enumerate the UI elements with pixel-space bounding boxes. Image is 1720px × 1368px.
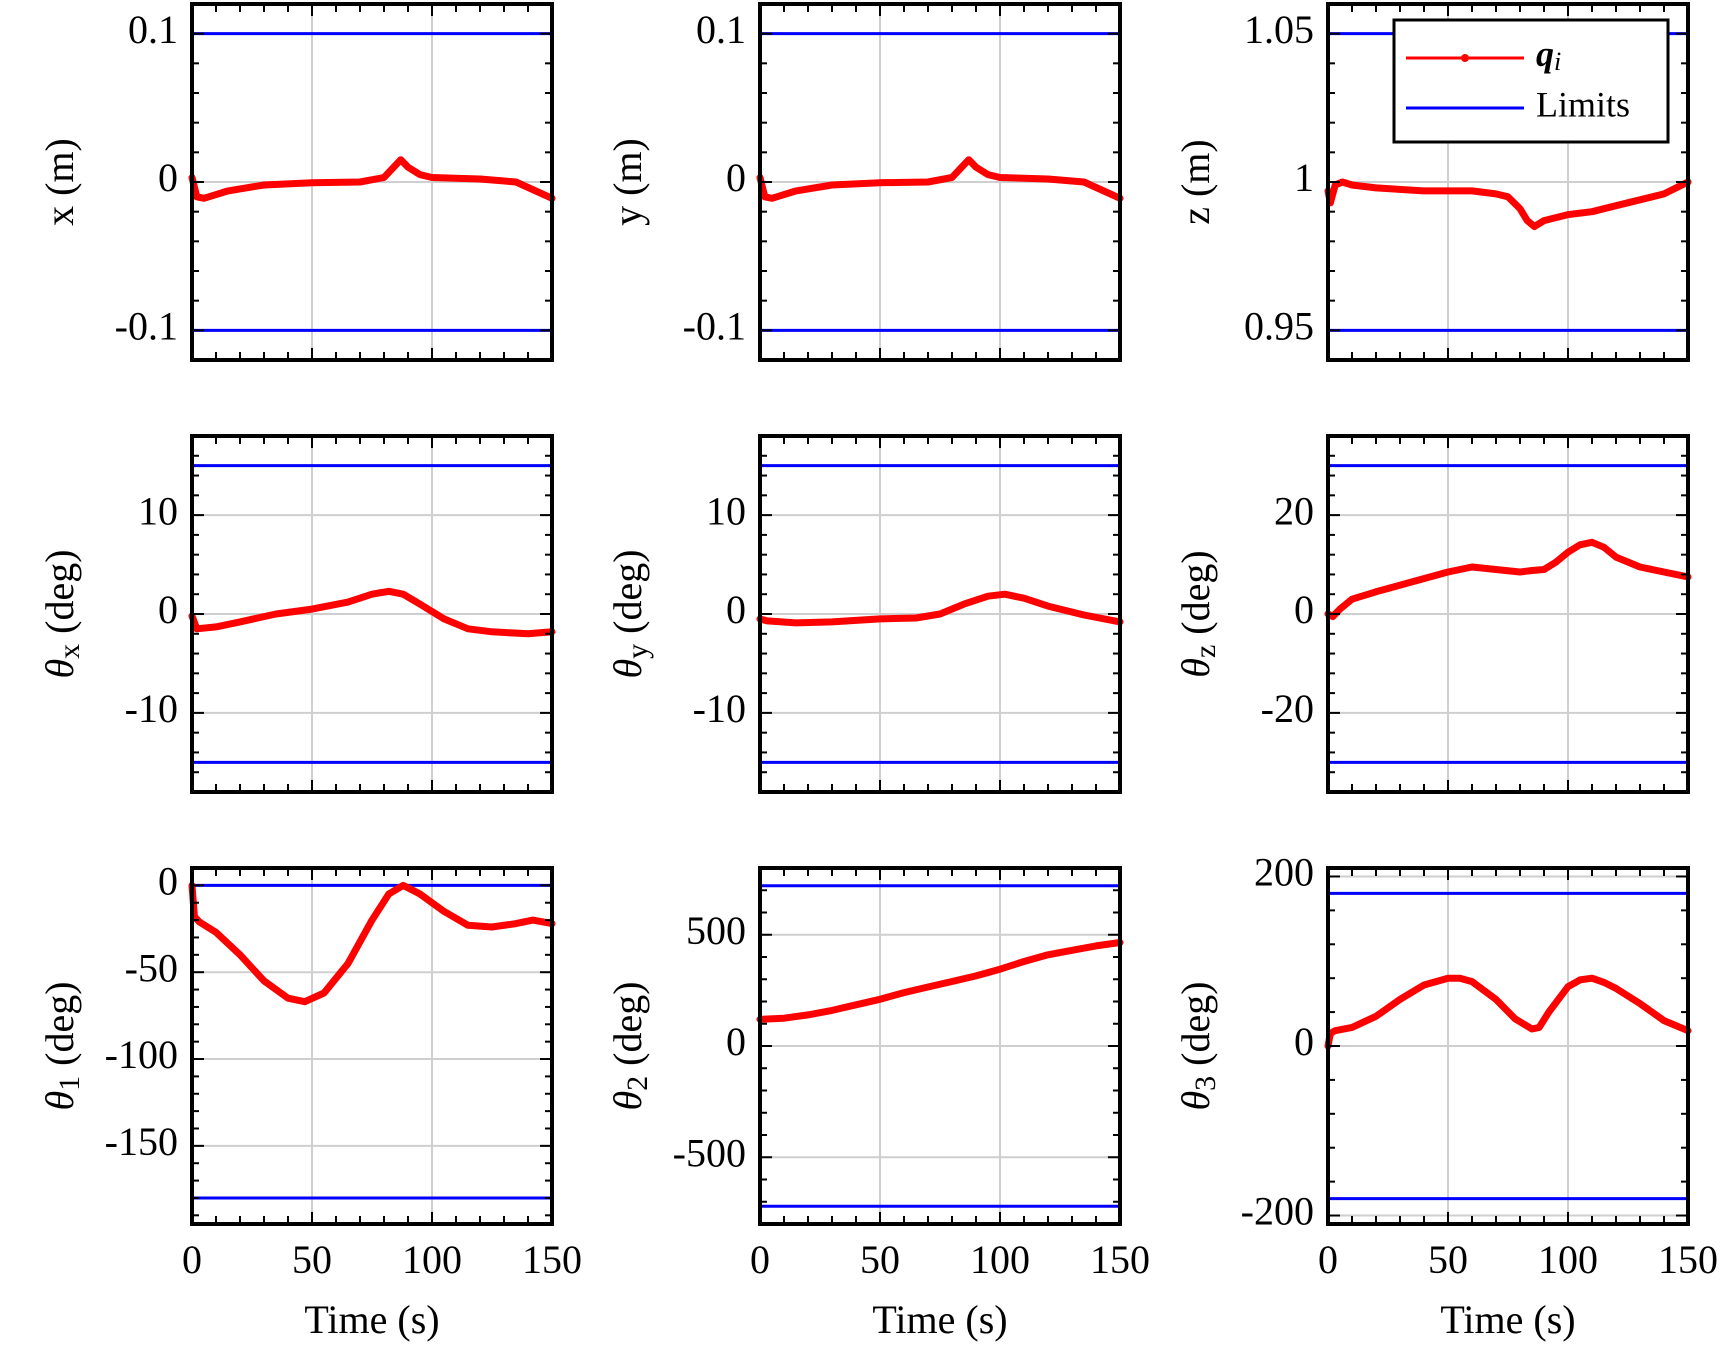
x-tick-label: 50: [292, 1237, 332, 1282]
subplot-2: 0.1 0 -0.1 y (m): [605, 2, 1124, 362]
ylabel-9: θ3 (deg): [1173, 981, 1222, 1110]
ylabel-1: x (m): [37, 138, 82, 226]
y-tick-label: 0: [158, 587, 178, 632]
ylabel-2: y (m): [605, 138, 650, 226]
xlabel: Time (s): [304, 1297, 439, 1342]
ylabel-8: θ2 (deg): [605, 981, 654, 1110]
y-tick-label: 0: [726, 1019, 746, 1064]
y-tick-label: 20: [1274, 488, 1314, 533]
y-tick-label: -200: [1241, 1189, 1314, 1234]
y-tick-label: 0: [158, 859, 178, 904]
series-line-qi: [1324, 974, 1692, 1050]
x-tick-label: 0: [1318, 1237, 1338, 1282]
series-line-qi: [756, 939, 1124, 1023]
legend-marker-qi: [1461, 54, 1469, 62]
series-line-qi: [1324, 538, 1692, 620]
y-tick-label: 500: [686, 908, 746, 953]
y-tick-label: -0.1: [115, 304, 178, 349]
x-tick-label: 150: [1090, 1237, 1150, 1282]
subplot-6: 20 0 -20 θz (deg): [1173, 434, 1692, 794]
xlabel: Time (s): [872, 1297, 1007, 1342]
y-tick-label: -50: [125, 945, 178, 990]
y-tick-label: 0: [726, 155, 746, 200]
y-tick-label: -20: [1261, 686, 1314, 731]
subplot-7: 0 -50 -100 -150 0 50 100 150 Time (s) θ1 (deg): [37, 859, 582, 1343]
y-tick-label: 10: [138, 488, 178, 533]
series-line-qi: [188, 881, 556, 1006]
y-tick-label: -10: [125, 686, 178, 731]
plot-frame: [1326, 434, 1690, 794]
x-tick-label: 100: [970, 1237, 1030, 1282]
y-tick-label: -500: [673, 1130, 746, 1175]
x-tick-label: 50: [860, 1237, 900, 1282]
ylabel-6: θz (deg): [1173, 550, 1222, 677]
subplot-8: 500 0 -500 0 50 100 150 Time (s) θ2 (deg): [605, 866, 1150, 1342]
subplot-3: 1.05 1 0.95 z (m) qi Limits: [1173, 2, 1692, 362]
y-tick-label: 0.1: [696, 7, 746, 52]
x-tick-label: 150: [522, 1237, 582, 1282]
subplot-5: 10 0 -10 θy (deg): [605, 434, 1124, 794]
ylabel-7: θ1 (deg): [37, 981, 86, 1110]
plot-frame: [190, 866, 554, 1226]
y-tick-label: 0: [158, 155, 178, 200]
plot-frame: [190, 434, 554, 794]
ylabel-5: θy (deg): [605, 549, 654, 678]
y-tick-label: 1: [1294, 155, 1314, 200]
x-tick-label: 100: [402, 1237, 462, 1282]
y-tick-label: 1.05: [1244, 7, 1314, 52]
series-line-qi: [756, 590, 1124, 627]
y-tick-label: -150: [105, 1119, 178, 1164]
series-line-qi: [188, 156, 556, 202]
plot-frame: [758, 434, 1122, 794]
x-tick-label: 0: [182, 1237, 202, 1282]
ylabel-3: z (m): [1173, 139, 1218, 225]
legend: qi Limits: [1392, 18, 1670, 144]
series-line-qi: [756, 156, 1124, 202]
y-tick-label: 0: [726, 587, 746, 632]
x-tick-label: 100: [1538, 1237, 1598, 1282]
legend-label-limits: Limits: [1536, 84, 1630, 124]
legend-box: [1392, 18, 1670, 144]
y-tick-label: 200: [1254, 850, 1314, 895]
y-tick-label: 10: [706, 488, 746, 533]
plot-frame: [1326, 2, 1690, 362]
plot-frame: [190, 2, 554, 362]
y-tick-label: 0: [1294, 587, 1314, 632]
subplot-1: 0.1 0 -0.1 x (m): [37, 2, 556, 362]
x-tick-label: 0: [750, 1237, 770, 1282]
y-tick-label: -100: [105, 1032, 178, 1077]
y-tick-label: 0: [1294, 1019, 1314, 1064]
series-line-qi: [1324, 178, 1692, 230]
plot-frame: [1326, 866, 1690, 1226]
xlabel: Time (s): [1440, 1297, 1575, 1342]
x-tick-label: 50: [1428, 1237, 1468, 1282]
plot-frame: [758, 2, 1122, 362]
y-tick-label: -10: [693, 686, 746, 731]
y-tick-label: 0.1: [128, 7, 178, 52]
ylabel-4: θx (deg): [37, 549, 86, 678]
y-tick-label: -0.1: [683, 304, 746, 349]
series-line-qi: [188, 587, 556, 638]
legend-label-qi: qi: [1536, 34, 1561, 76]
x-tick-label: 150: [1658, 1237, 1718, 1282]
plot-frame: [758, 866, 1122, 1226]
y-tick-label: 0.95: [1244, 304, 1314, 349]
subplot-4: 10 0 -10 θx (deg): [37, 434, 556, 794]
